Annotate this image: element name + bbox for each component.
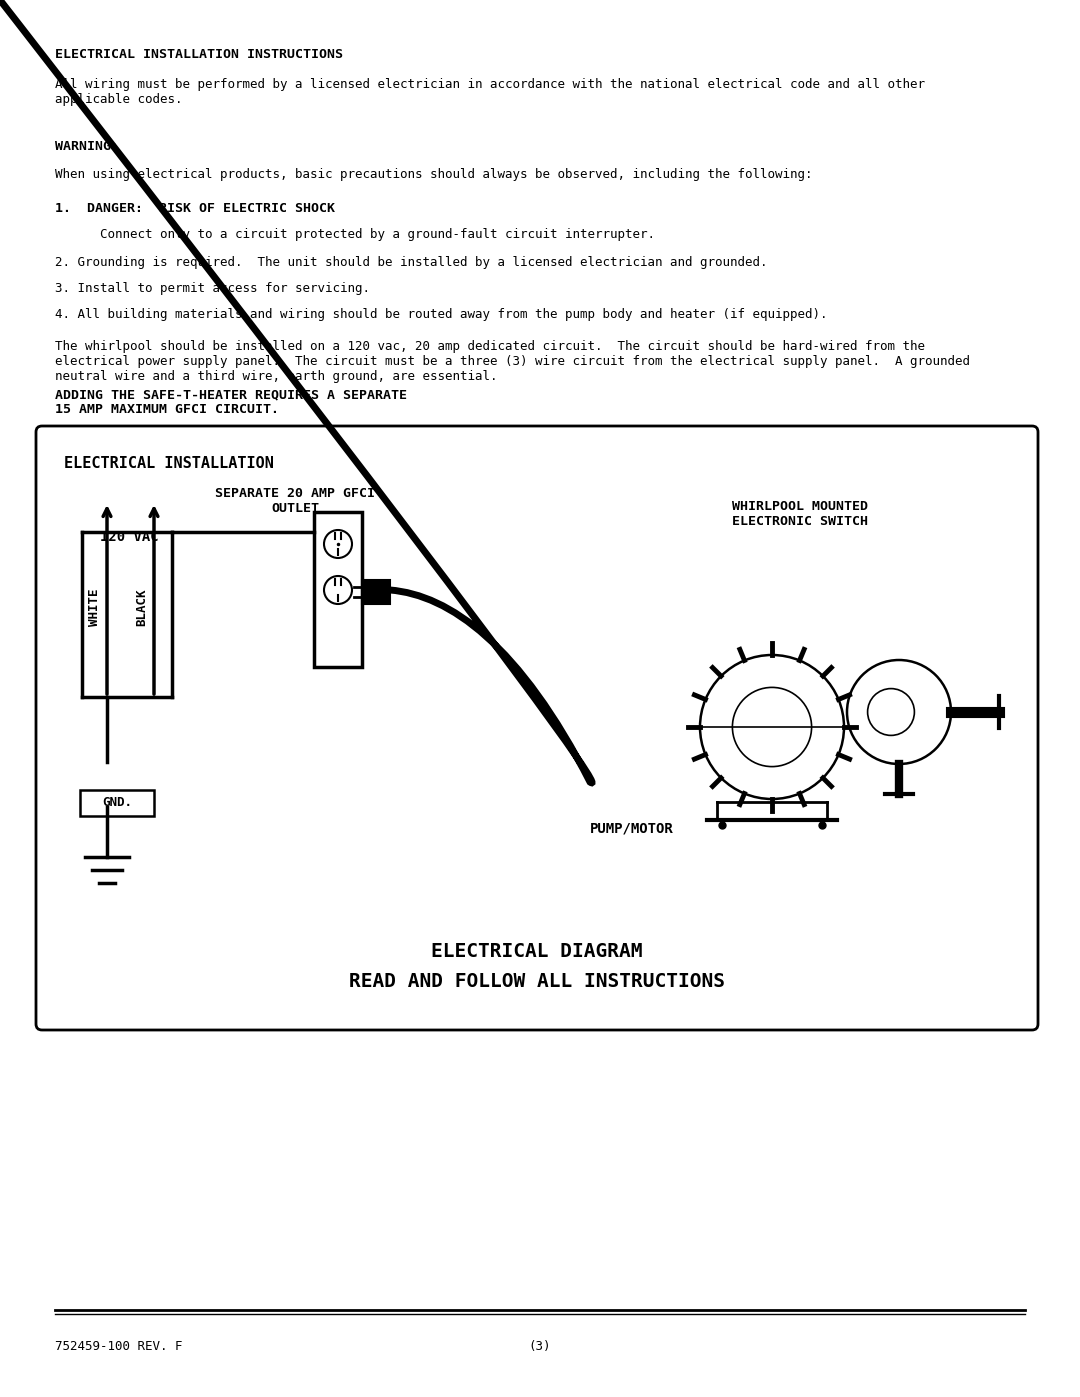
Text: Connect only to a circuit protected by a ground-fault circuit interrupter.: Connect only to a circuit protected by a… bbox=[70, 228, 654, 242]
Text: PUMP/MOTOR: PUMP/MOTOR bbox=[590, 821, 674, 835]
Text: 4. All building materials and wiring should be routed away from the pump body an: 4. All building materials and wiring sho… bbox=[55, 307, 827, 321]
Text: WARNING:: WARNING: bbox=[55, 140, 119, 154]
Text: WHITE: WHITE bbox=[89, 588, 102, 626]
Text: ELECTRICAL DIAGRAM: ELECTRICAL DIAGRAM bbox=[431, 942, 643, 961]
Text: 2. Grounding is required.  The unit should be installed by a licensed electricia: 2. Grounding is required. The unit shoul… bbox=[55, 256, 768, 270]
Text: When using electrical products, basic precautions should always be observed, inc: When using electrical products, basic pr… bbox=[55, 168, 812, 182]
FancyBboxPatch shape bbox=[36, 426, 1038, 1030]
Text: 752459-100 REV. F: 752459-100 REV. F bbox=[55, 1340, 183, 1354]
Text: WHIRLPOOL MOUNTED
ELECTRONIC SWITCH: WHIRLPOOL MOUNTED ELECTRONIC SWITCH bbox=[732, 500, 868, 528]
Text: All wiring must be performed by a licensed electrician in accordance with the na: All wiring must be performed by a licens… bbox=[55, 78, 924, 106]
Text: The whirlpool should be installed on a 120 vac, 20 amp dedicated circuit.  The c: The whirlpool should be installed on a 1… bbox=[55, 339, 970, 383]
Text: BLACK: BLACK bbox=[135, 588, 149, 626]
Text: ELECTRICAL INSTALLATION: ELECTRICAL INSTALLATION bbox=[64, 455, 274, 471]
Bar bbox=[362, 580, 390, 604]
Text: (3): (3) bbox=[529, 1340, 551, 1354]
Text: 120 VAC: 120 VAC bbox=[100, 529, 159, 543]
Text: 3. Install to permit access for servicing.: 3. Install to permit access for servicin… bbox=[55, 282, 370, 295]
Text: GND.: GND. bbox=[102, 796, 132, 809]
Text: ADDING THE SAFE-T-HEATER REQUIRES A SEPARATE
15 AMP MAXIMUM GFCI CIRCUIT.: ADDING THE SAFE-T-HEATER REQUIRES A SEPA… bbox=[55, 388, 407, 416]
Text: 1.  DANGER:  RISK OF ELECTRIC SHOCK: 1. DANGER: RISK OF ELECTRIC SHOCK bbox=[55, 203, 335, 215]
Text: ELECTRICAL INSTALLATION INSTRUCTIONS: ELECTRICAL INSTALLATION INSTRUCTIONS bbox=[55, 47, 343, 61]
Text: READ AND FOLLOW ALL INSTRUCTIONS: READ AND FOLLOW ALL INSTRUCTIONS bbox=[349, 972, 725, 990]
FancyBboxPatch shape bbox=[80, 789, 154, 816]
Bar bbox=[314, 511, 362, 666]
Text: SEPARATE 20 AMP GFCI
OUTLET: SEPARATE 20 AMP GFCI OUTLET bbox=[215, 488, 375, 515]
